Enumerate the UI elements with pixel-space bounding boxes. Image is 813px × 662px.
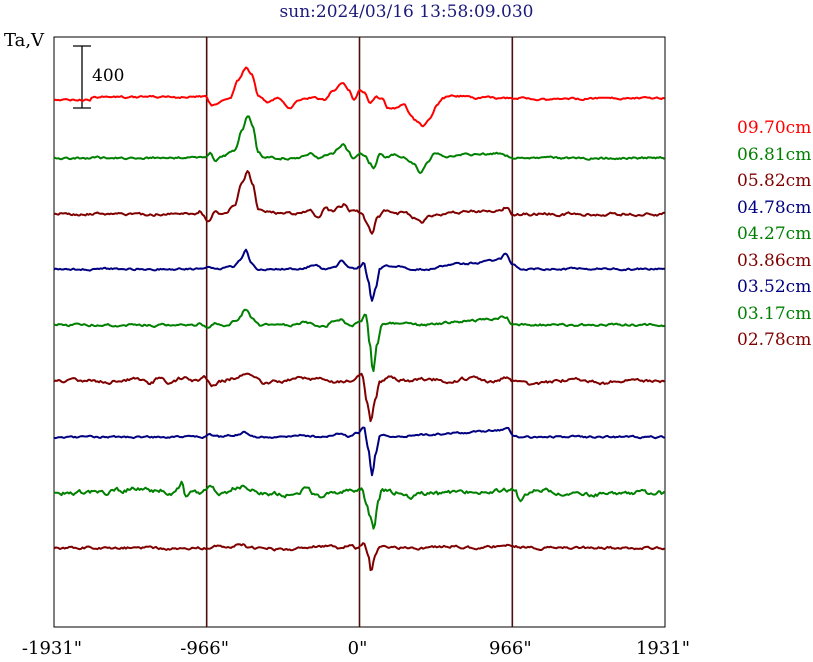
trace-03.17cm bbox=[53, 480, 666, 530]
legend-item: 03.17cm bbox=[737, 303, 812, 324]
chart-title: sun:2024/03/16 13:58:09.030 bbox=[279, 2, 534, 22]
trace-03.86cm bbox=[53, 372, 665, 423]
x-tick-label: -1931" bbox=[21, 638, 83, 659]
trace-04.78cm bbox=[53, 248, 665, 302]
trace-02.78cm bbox=[53, 542, 666, 572]
scale-bar-label: 400 bbox=[92, 66, 125, 86]
trace-09.70cm bbox=[53, 66, 665, 128]
trace-03.52cm bbox=[53, 426, 665, 477]
traces bbox=[53, 66, 666, 572]
x-tick-label: 0" bbox=[347, 638, 368, 659]
scale-bar bbox=[73, 45, 91, 109]
legend-item: 02.78cm bbox=[737, 330, 812, 350]
trace-06.81cm bbox=[53, 115, 666, 174]
x-tick-label: 1931" bbox=[635, 638, 691, 659]
vertical-gridlines bbox=[205, 37, 514, 627]
legend-item: 04.27cm bbox=[737, 224, 812, 244]
trace-05.82cm bbox=[53, 170, 665, 235]
trace-04.27cm bbox=[53, 308, 665, 373]
legend-item: 03.86cm bbox=[737, 250, 812, 271]
y-axis-label: Ta,V bbox=[4, 30, 45, 51]
legend-item: 09.70cm bbox=[737, 118, 812, 138]
legend-item: 04.78cm bbox=[737, 197, 812, 218]
legend-item: 05.82cm bbox=[737, 171, 812, 191]
legend-item: 06.81cm bbox=[737, 144, 812, 165]
legend-item: 03.52cm bbox=[737, 277, 812, 297]
x-tick-label: -966" bbox=[180, 638, 230, 659]
x-tick-label: 966" bbox=[489, 638, 532, 659]
